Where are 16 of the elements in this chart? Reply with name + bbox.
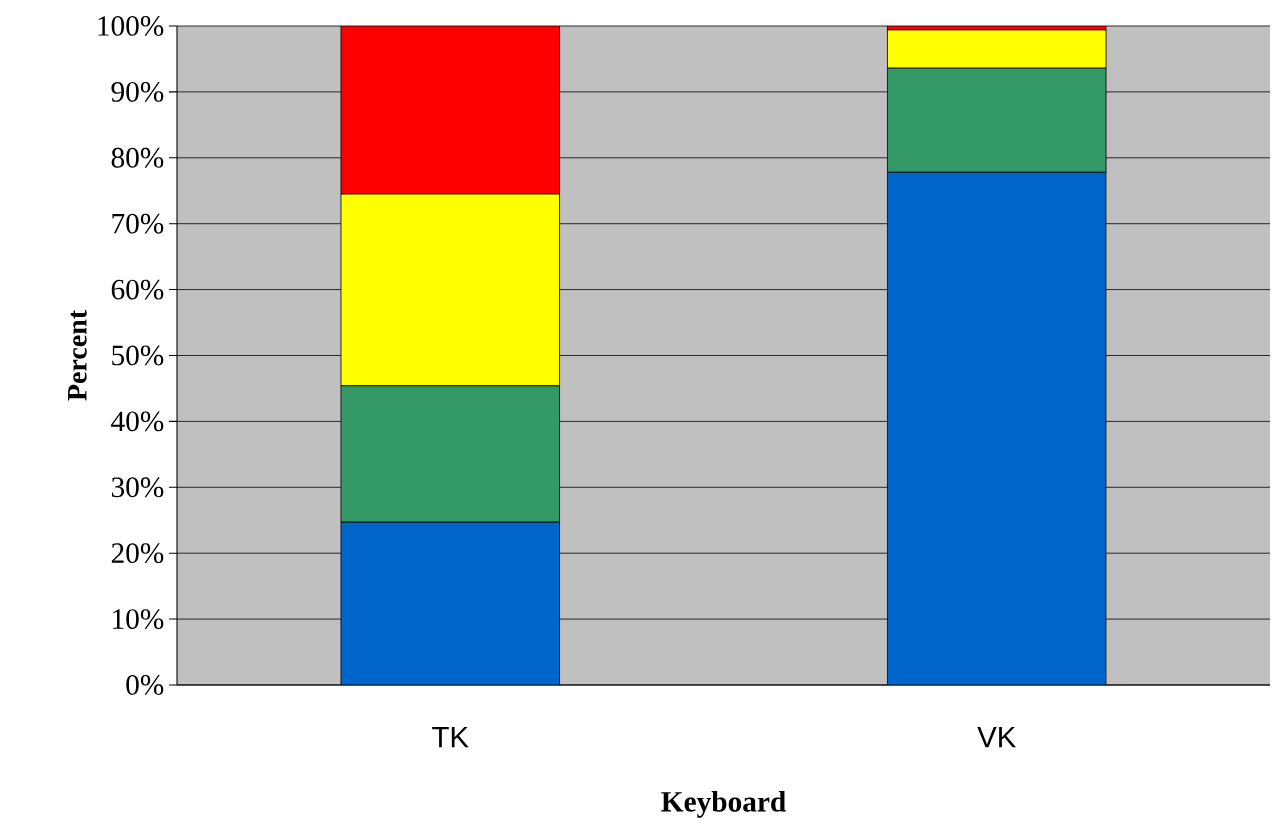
x-axis-title: Keyboard [661,791,786,818]
y-tick-label: 10% [113,609,164,630]
y-tick-label: 20% [111,543,164,564]
y-tick-label: 50% [112,345,164,366]
y-tick-label: 80% [111,147,164,168]
y-tick-label: 90% [111,81,164,102]
y-tick-label: 40% [111,411,164,432]
x-tick-label: TK [432,727,469,748]
x-tick-label: VK [977,727,1016,748]
bar [340,25,560,195]
y-tick-label: 60% [111,279,164,300]
y-tick-label: 70% [112,213,164,234]
y-axis-title: Percent [68,309,87,401]
y-tick-label: 30% [111,477,164,498]
y-tick-label: 100% [98,16,164,36]
y-tick-label: 0% [126,675,164,695]
